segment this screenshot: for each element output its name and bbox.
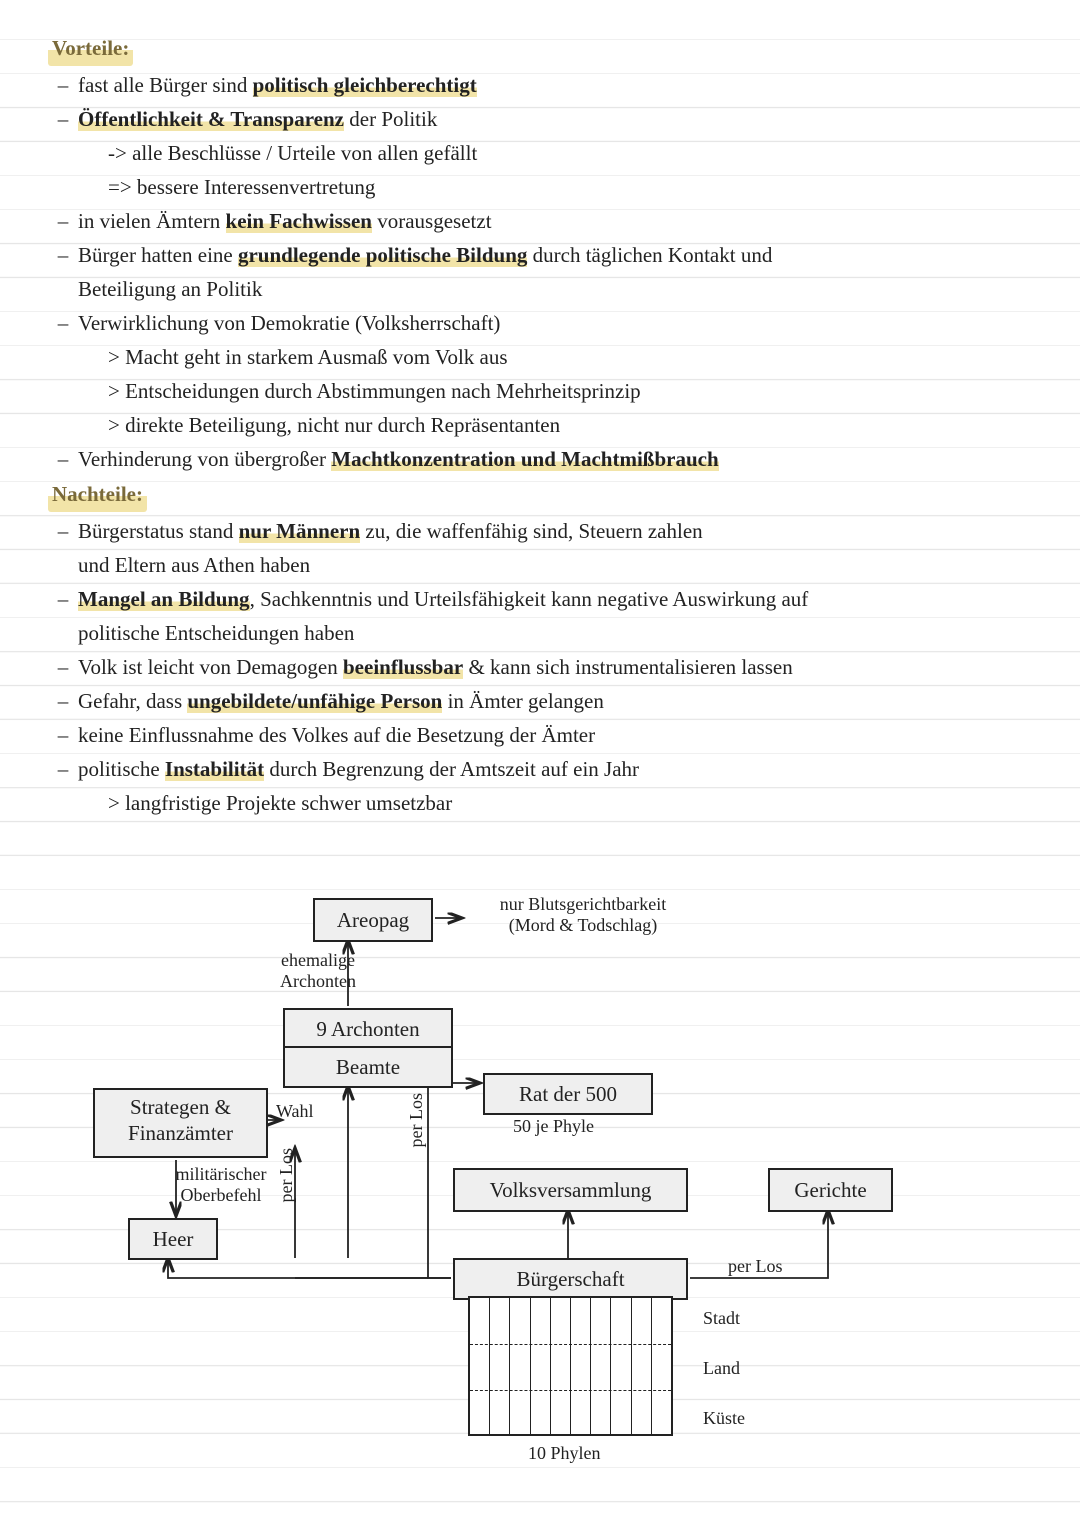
node-heer: Heer [128, 1218, 218, 1260]
dash: – [48, 752, 78, 786]
list-text: => bessere Interessenvertretung [108, 170, 375, 204]
list-item: > Entscheidungen durch Abstimmungen nach… [48, 374, 1032, 408]
dash: – [48, 68, 78, 102]
list-text: Beteiligung an Politik [78, 272, 262, 306]
list-text: politische Entscheidungen haben [78, 616, 354, 650]
node-rat: Rat der 500 [483, 1073, 653, 1115]
label-stadt: Stadt [703, 1308, 740, 1329]
list-item: – Volk ist leicht von Demagogen beeinflu… [48, 650, 1032, 684]
node-volksvers: Volksversammlung [453, 1168, 688, 1212]
list-text: Verhinderung von übergroßer Machtkonzent… [78, 442, 719, 476]
label-areopag_note: nur Blutsgerichtbarkeit(Mord & Todschlag… [468, 894, 698, 935]
node-buerger_label: Bürgerschaft [453, 1258, 688, 1300]
label-kueste: Küste [703, 1408, 745, 1429]
dash: – [48, 238, 78, 272]
phylen-grid [468, 1296, 673, 1436]
list-item: –in vielen Ämtern kein Fachwissen voraus… [48, 204, 1032, 238]
list-text: fast alle Bürger sind politisch gleichbe… [78, 68, 477, 102]
dash: – [48, 650, 78, 684]
list-text: keine Einflussnahme des Volkes auf die B… [78, 718, 595, 752]
list-item: –Gefahr, dass ungebildete/unfähige Perso… [48, 684, 1032, 718]
list-item: politische Entscheidungen haben [48, 616, 1032, 650]
list-item: –Öffentlichkeit & Transparenz der Politi… [48, 102, 1032, 136]
list-item: –politische Instabilität durch Begrenzun… [48, 752, 1032, 786]
page: Vorteile: –fast alle Bürger sind politis… [0, 0, 1080, 1527]
label-rat_sub: 50 je Phyle [513, 1116, 594, 1137]
node-archonten: 9 Archonten [283, 1008, 453, 1050]
list-item: > Macht geht in starkem Ausmaß vom Volk … [48, 340, 1032, 374]
list-item: –Verhinderung von übergroßer Machtkonzen… [48, 442, 1032, 476]
list-text: und Eltern aus Athen haben [78, 548, 310, 582]
org-diagram: Areopag 9 ArchontenBeamte Strategen &Finan… [48, 888, 1028, 1508]
label-land: Land [703, 1358, 740, 1379]
node-areopag: Areopag [313, 898, 433, 942]
dash: – [48, 514, 78, 548]
list-text: Bürger hatten eine grundlegende politisc… [78, 238, 772, 272]
list-text: Öffentlichkeit & Transparenz der Politik [78, 102, 437, 136]
heading-vorteile: Vorteile: [48, 30, 1032, 68]
list-text: Bürgerstatus stand nur Männern zu, die w… [78, 514, 703, 548]
vorteile-list: –fast alle Bürger sind politisch gleichb… [48, 68, 1032, 476]
dash: – [48, 442, 78, 476]
dash: – [48, 204, 78, 238]
label-wahl: Wahl [276, 1101, 314, 1122]
node-strategen: Strategen &Finanzämter [93, 1088, 268, 1158]
list-text: Mangel an Bildung, Sachkenntnis und Urte… [78, 582, 808, 616]
list-item: –Bürgerstatus stand nur Männern zu, die … [48, 514, 1032, 548]
spacer [48, 820, 1032, 888]
list-item: > langfristige Projekte schwer umsetzbar [48, 786, 1032, 820]
list-item: –Verwirklichung von Demokratie (Volksher… [48, 306, 1032, 340]
list-item: –Mangel an Bildung, Sachkenntnis und Urt… [48, 582, 1032, 616]
list-text: > direkte Beteiligung, nicht nur durch R… [108, 408, 560, 442]
list-item: => bessere Interessenvertretung [48, 170, 1032, 204]
list-item: –fast alle Bürger sind politisch gleichb… [48, 68, 1032, 102]
list-text: Gefahr, dass ungebildete/unfähige Person… [78, 684, 604, 718]
node-beamte: Beamte [283, 1046, 453, 1088]
list-text: > Entscheidungen durch Abstimmungen nach… [108, 374, 641, 408]
heading-nachteile: Nachteile: [48, 476, 1032, 514]
dash: – [48, 102, 78, 136]
list-text: in vielen Ämtern kein Fachwissen vorausg… [78, 204, 492, 238]
list-item: und Eltern aus Athen haben [48, 548, 1032, 582]
list-text: > langfristige Projekte schwer umsetzbar [108, 786, 452, 820]
label-mil_oberbef: militärischerOberbefehl [156, 1164, 286, 1205]
label-ehem_arch: ehemaligeArchonten [258, 950, 378, 991]
node-gerichte: Gerichte [768, 1168, 893, 1212]
list-text: politische Instabilität durch Begrenzung… [78, 752, 639, 786]
label-perlos_h: per Los [728, 1256, 782, 1277]
dash: – [48, 306, 78, 340]
nachteile-list: –Bürgerstatus stand nur Männern zu, die … [48, 514, 1032, 820]
list-item: –keine Einflussnahme des Volkes auf die … [48, 718, 1032, 752]
list-text: Volk ist leicht von Demagogen beeinfluss… [78, 650, 793, 684]
list-item: Beteiligung an Politik [48, 272, 1032, 306]
list-item: -> alle Beschlüsse / Urteile von allen g… [48, 136, 1032, 170]
label-perlos_v2: per Los [406, 1093, 427, 1147]
list-text: > Macht geht in starkem Ausmaß vom Volk … [108, 340, 508, 374]
list-text: Verwirklichung von Demokratie (Volksherr… [78, 306, 500, 340]
list-text: -> alle Beschlüsse / Urteile von allen g… [108, 136, 477, 170]
dash: – [48, 582, 78, 616]
dash: – [48, 718, 78, 752]
list-item: > direkte Beteiligung, nicht nur durch R… [48, 408, 1032, 442]
dash: – [48, 684, 78, 718]
list-item: –Bürger hatten eine grundlegende politis… [48, 238, 1032, 272]
label-phylen_cap: 10 Phylen [528, 1443, 601, 1464]
